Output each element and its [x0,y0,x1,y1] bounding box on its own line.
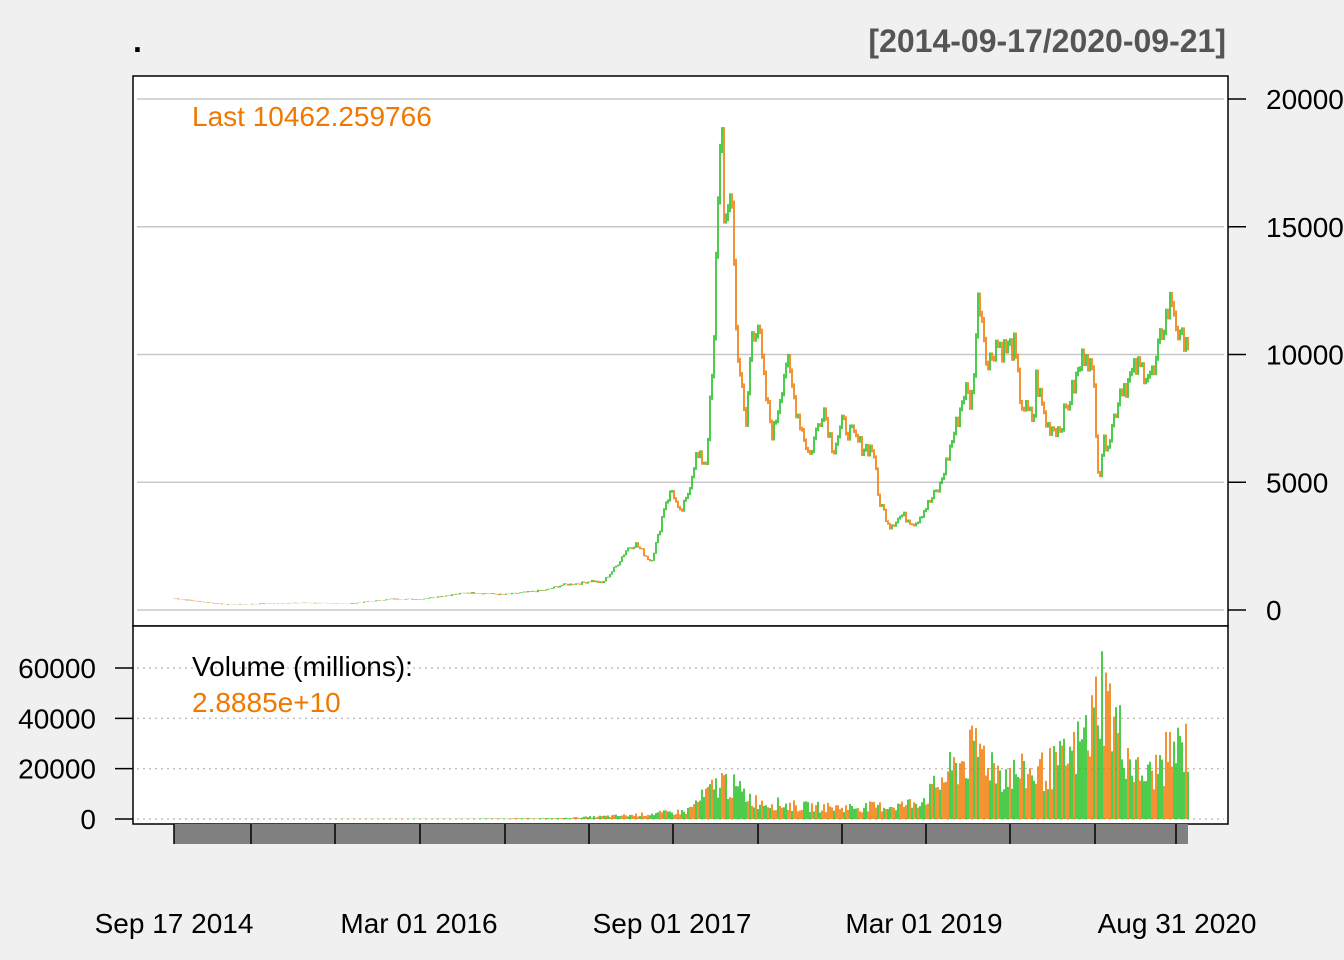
price-panel [132,75,1229,627]
volume-y-tick-label: 0 [80,804,96,835]
price-series [173,127,1189,605]
price-y-tick-label: 10000 [1266,340,1344,371]
volume-series [173,651,1189,819]
x-tick-label: Mar 01 2016 [340,908,497,939]
volume-last-label: 2.8885e+10 [192,687,341,718]
price-y-tick-label: 5000 [1266,467,1328,498]
x-axis: Sep 17 2014 Mar 01 2016 Sep 01 2017 Mar 01 … [95,824,1257,939]
volume-y-axis: 0 20000 40000 60000 [18,653,133,835]
last-price-label: Last 10462.259766 [192,101,432,132]
x-tick-label: Sep 17 2014 [95,908,254,939]
price-y-tick-label: 20000 [1266,84,1344,115]
volume-y-tick-label: 20000 [18,754,96,785]
x-axis-band [174,824,1188,844]
volume-y-tick-label: 40000 [18,703,96,734]
x-tick-label: Aug 31 2020 [1098,908,1257,939]
price-y-tick-label: 0 [1266,595,1282,626]
volume-y-tick-label: 60000 [18,653,96,684]
date-range-label: [2014-09-17/2020-09-21] [868,23,1226,59]
volume-label: Volume (millions): [192,651,413,682]
price-y-tick-label: 15000 [1266,212,1344,243]
x-tick-label: Sep 01 2017 [593,908,752,939]
price-y-axis: 0 5000 10000 15000 20000 [1228,84,1344,626]
chart-title: . [133,23,142,59]
x-tick-label: Mar 01 2019 [845,908,1002,939]
price-gridlines [137,98,1224,611]
